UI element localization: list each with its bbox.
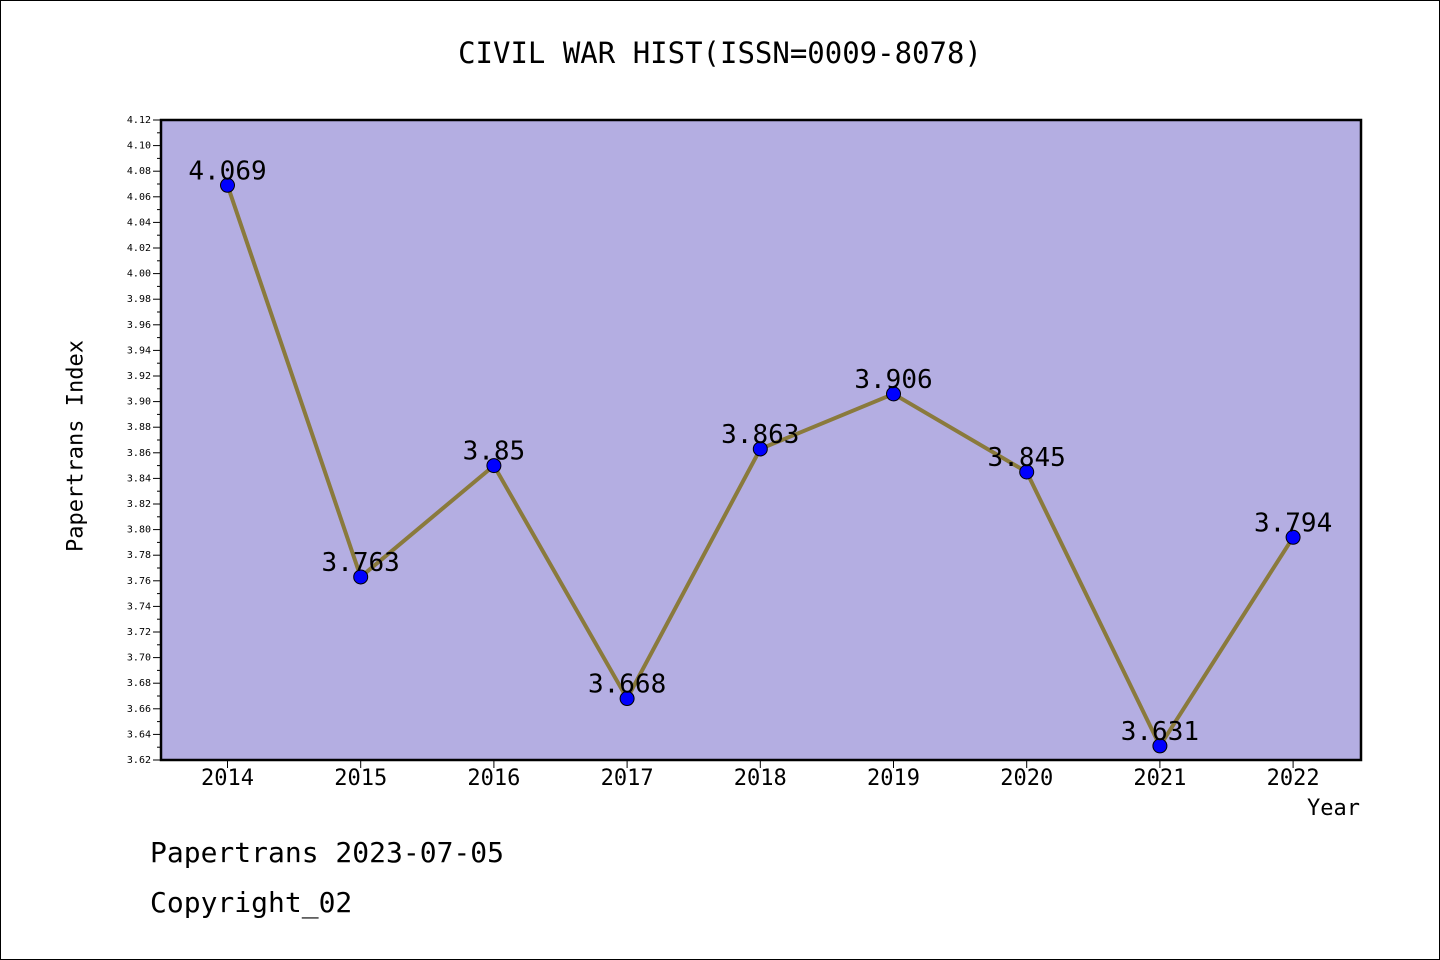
data-label: 3.845 — [988, 443, 1066, 473]
data-label: 4.069 — [188, 156, 266, 186]
data-point — [353, 569, 369, 585]
y-tick-label: 4.02 — [127, 243, 151, 254]
y-tick-label: 3.90 — [127, 397, 151, 408]
y-tick-label: 3.78 — [127, 550, 151, 561]
data-point — [1019, 464, 1035, 480]
y-tick-label: 4.08 — [127, 166, 151, 177]
data-label: 3.794 — [1254, 508, 1332, 538]
data-label: 3.906 — [854, 365, 932, 395]
data-point — [486, 458, 502, 474]
y-axis: 3.62 3.64 3.66 3.68 3.70 3.72 3.74 3.76 3.78 3.80… — [127, 115, 161, 766]
footer-date: Papertrans 2023-07-05 — [150, 836, 505, 869]
y-tick-label: 3.98 — [127, 294, 151, 305]
data-label: 3.763 — [322, 548, 400, 578]
footer-copyright: Copyright_02 — [150, 886, 353, 919]
y-tick-label: 3.88 — [127, 422, 151, 433]
x-tick-label: 2017 — [601, 766, 654, 791]
data-point — [220, 177, 235, 193]
y-tick-label: 3.66 — [127, 704, 151, 715]
y-tick-label: 3.62 — [127, 755, 151, 766]
x-axis: 2014 2015 2016 2017 2018 2019 2020 2021 2022 — [201, 760, 1320, 791]
data-point — [1152, 738, 1168, 754]
y-tick-label: 3.80 — [127, 525, 151, 536]
x-tick-label: 2022 — [1267, 766, 1320, 791]
data-label: 3.631 — [1121, 717, 1199, 747]
y-tick-label: 3.64 — [127, 729, 151, 740]
x-tick-label: 2016 — [467, 766, 520, 791]
x-tick-label: 2014 — [201, 766, 254, 791]
y-tick-label: 4.06 — [127, 192, 151, 203]
plot-area — [161, 120, 1361, 760]
y-tick-label: 3.70 — [127, 653, 151, 664]
y-tick-label: 3.96 — [127, 320, 151, 331]
data-point — [1285, 529, 1301, 545]
data-point — [886, 386, 901, 402]
x-tick-label: 2019 — [867, 766, 920, 791]
data-label: 3.85 — [463, 437, 526, 467]
y-tick-label: 3.76 — [127, 576, 151, 587]
y-tick-label: 4.12 — [127, 115, 151, 126]
y-tick-label: 3.82 — [127, 499, 151, 510]
x-tick-label: 2020 — [1000, 766, 1053, 791]
y-tick-label: 3.84 — [127, 473, 151, 484]
y-tick-label: 3.86 — [127, 448, 151, 459]
y-axis-label: Papertrans Index — [63, 340, 89, 552]
y-tick-label: 3.94 — [127, 345, 151, 356]
y-tick-label: 4.00 — [127, 269, 151, 280]
plot-border — [159, 118, 1363, 762]
data-label: 3.863 — [721, 420, 799, 450]
data-point — [619, 691, 635, 707]
y-tick-label: 4.04 — [127, 217, 151, 228]
x-tick-label: 2018 — [734, 766, 787, 791]
x-axis-label: Year — [1307, 796, 1360, 821]
chart-title: CIVIL WAR HIST(ISSN=0009-8078) — [458, 36, 982, 70]
data-label: 3.668 — [588, 670, 666, 700]
y-tick-label: 3.92 — [127, 371, 151, 382]
data-series: 4.069 3.763 3.85 3.668 3.863 3.906 3.845 3.631 3… — [188, 156, 1332, 754]
y-tick-label: 3.68 — [127, 678, 151, 689]
y-tick-label: 3.72 — [127, 627, 151, 638]
x-tick-label: 2021 — [1133, 766, 1186, 791]
y-tick-label: 4.10 — [127, 141, 151, 152]
y-tick-label: 3.74 — [127, 601, 151, 612]
data-point — [752, 441, 768, 457]
x-tick-label: 2015 — [334, 766, 387, 791]
